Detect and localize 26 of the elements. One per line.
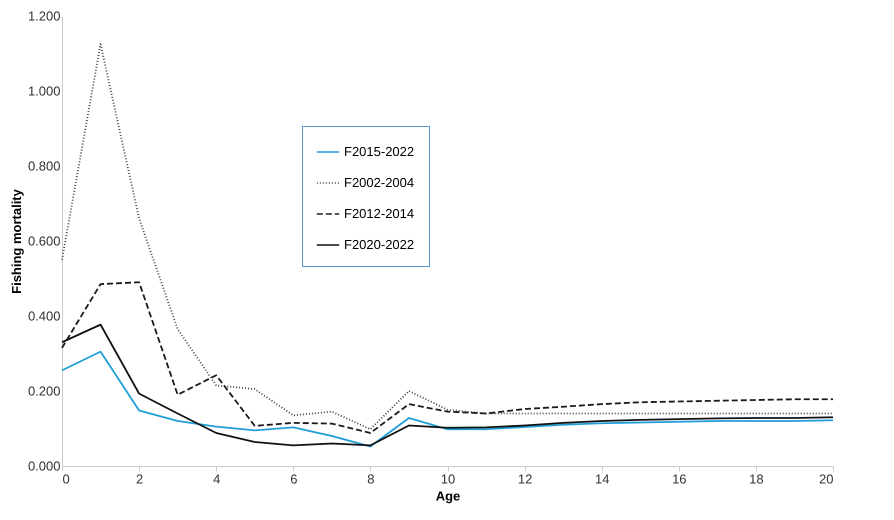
legend-label: F2020-2022	[344, 237, 414, 252]
y-tick-label: 0.200	[28, 384, 60, 398]
x-tick-label: 6	[290, 472, 298, 486]
x-tick-label: 10	[440, 472, 456, 486]
x-axis-title: Age	[436, 488, 460, 504]
y-tick-label: 1.200	[28, 8, 60, 24]
y-tick-label: 1.000	[28, 84, 60, 98]
x-tick-label: 20	[819, 472, 834, 486]
legend-label: F2015-2022	[344, 144, 414, 159]
x-tick-label: 12	[518, 472, 532, 486]
y-axis-title: Fishing mortality	[8, 188, 24, 294]
y-tick-label: 0.400	[28, 308, 60, 324]
line-series	[61, 43, 834, 430]
y-tick-label: 0.800	[28, 158, 60, 174]
x-tick-label: 18	[749, 472, 764, 486]
legend-label: F2012-2014	[344, 206, 414, 221]
legend-label: F2002-2004	[344, 175, 414, 190]
x-tick-label: 2	[136, 472, 144, 486]
y-tick-label: 0.000	[28, 458, 60, 474]
x-tick-label: 0	[62, 472, 70, 486]
x-tick-label: 16	[672, 472, 687, 486]
line-series	[61, 350, 834, 448]
x-tick-label: 8	[367, 472, 375, 486]
y-tick-label: 0.600	[28, 234, 60, 248]
x-tick-label: 14	[594, 472, 610, 486]
x-tick-label: 4	[213, 472, 220, 486]
